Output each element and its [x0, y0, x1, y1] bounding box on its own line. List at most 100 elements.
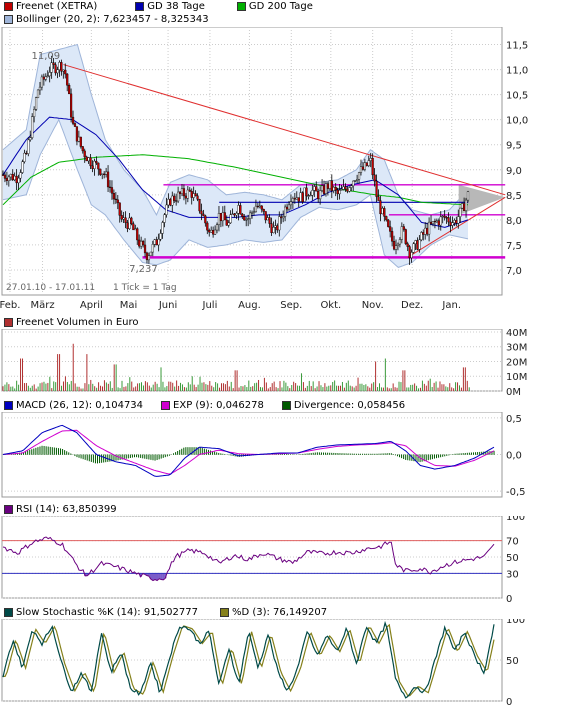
- divergence-bar: [31, 449, 33, 455]
- legend-label: Bollinger (20, 2): 7,623457 - 8,325343: [16, 13, 209, 25]
- candle-body: [391, 231, 394, 242]
- divergence-bar: [392, 454, 394, 455]
- candle-body: [155, 239, 158, 246]
- divergence-bar: [277, 453, 279, 455]
- candle-body: [466, 191, 470, 201]
- divergence-bar: [314, 452, 316, 455]
- divergence-bar: [97, 454, 99, 464]
- volume-bar: [131, 381, 133, 391]
- candle-body: [254, 205, 258, 213]
- candle-body: [233, 213, 236, 216]
- candle-body: [398, 239, 402, 245]
- volume-bar: [150, 387, 152, 391]
- volume-bar: [178, 385, 180, 391]
- divergence-bar: [431, 454, 433, 460]
- divergence-bar: [133, 454, 135, 458]
- volume-bar: [47, 382, 49, 391]
- price-tick-label: 8,5: [506, 191, 522, 202]
- divergence-bar: [493, 450, 495, 455]
- volume-bar: [306, 385, 308, 391]
- candle-body: [71, 116, 75, 124]
- candle-body: [336, 189, 339, 195]
- volume-bar: [72, 343, 74, 391]
- volume-bar: [181, 384, 183, 391]
- volume-bar: [449, 383, 451, 391]
- volume-bar: [80, 388, 82, 391]
- volume-bar: [369, 387, 371, 391]
- candle-body: [352, 180, 355, 187]
- candle-body: [235, 213, 238, 216]
- volume-bar: [244, 385, 246, 391]
- divergence-bar: [403, 454, 405, 460]
- candle-body: [396, 243, 400, 246]
- candle-body: [416, 240, 419, 250]
- divergence-bar: [84, 454, 86, 460]
- volume-bar: [359, 383, 361, 391]
- divergence-bar: [427, 454, 429, 461]
- volume-bar: [341, 381, 343, 391]
- volume-bar: [408, 387, 410, 391]
- candle-body: [367, 160, 370, 166]
- volume-bar: [144, 381, 146, 391]
- divergence-bar: [76, 454, 78, 458]
- candle-body: [93, 160, 96, 169]
- candle-body: [5, 178, 8, 181]
- rsi-chart: 100 70 50 30 0: [1, 516, 525, 602]
- divergence-bar: [136, 454, 138, 458]
- divergence-bar: [140, 454, 142, 458]
- divergence-bar: [183, 447, 185, 455]
- price-annotations: 11,09 7,237: [32, 51, 158, 275]
- volume-bar: [252, 386, 254, 391]
- volume-bar: [462, 367, 464, 391]
- divergence-bar: [45, 446, 47, 455]
- candle-body: [410, 252, 413, 259]
- volume-bar: [148, 385, 150, 391]
- divergence-bar: [460, 453, 462, 455]
- candle-body: [29, 137, 32, 141]
- volume-bar: [416, 385, 418, 391]
- volume-bar: [367, 386, 369, 391]
- volume-bar: [388, 388, 390, 391]
- divergence-bar: [189, 447, 191, 455]
- volume-bar: [343, 387, 345, 391]
- candle-body: [34, 97, 38, 110]
- volume-bar: [230, 381, 232, 391]
- candle-body: [25, 152, 28, 155]
- rsi-line: [2, 536, 495, 582]
- volume-bar: [125, 386, 127, 391]
- divergence-bar: [49, 446, 51, 455]
- volume-bar: [443, 384, 445, 391]
- volume-bar: [207, 384, 209, 391]
- divergence-bar: [329, 452, 331, 455]
- candle-body: [190, 191, 193, 198]
- divergence-bar: [349, 453, 351, 455]
- divergence-bar: [224, 454, 226, 455]
- volume-bar: [299, 385, 301, 391]
- price-x-axis: Feb. März April Mai Juni Juli Aug. Sep. Okt. Nov.…: [0, 300, 461, 311]
- divergence-bar: [152, 454, 154, 461]
- volume-bar: [334, 380, 336, 391]
- swatch-stoch-d: [219, 607, 229, 617]
- candle-body: [180, 188, 184, 194]
- volume-bar: [154, 381, 156, 391]
- divergence-bar: [472, 452, 474, 455]
- legend-label: Freenet (XETRA): [16, 0, 98, 12]
- divergence-bar: [462, 453, 464, 455]
- volume-bar: [349, 385, 351, 391]
- divergence-bar: [232, 454, 234, 456]
- volume-bar: [322, 387, 324, 391]
- divergence-bar: [477, 452, 479, 455]
- candle-body: [268, 217, 271, 224]
- candle-body: [404, 229, 407, 244]
- divergence-bar: [491, 450, 493, 455]
- divergence-bar: [470, 452, 472, 455]
- candle-body: [182, 188, 186, 197]
- macd-chart: 0,5 0,0 -0,5: [1, 412, 526, 498]
- stochastic-tick-label: 50: [506, 656, 519, 667]
- candle-body: [463, 203, 466, 211]
- candle-body: [322, 185, 326, 194]
- divergence-bar: [125, 454, 127, 459]
- volume-bar: [88, 384, 90, 391]
- volume-bar: [55, 382, 57, 391]
- divergence-bar: [203, 448, 205, 455]
